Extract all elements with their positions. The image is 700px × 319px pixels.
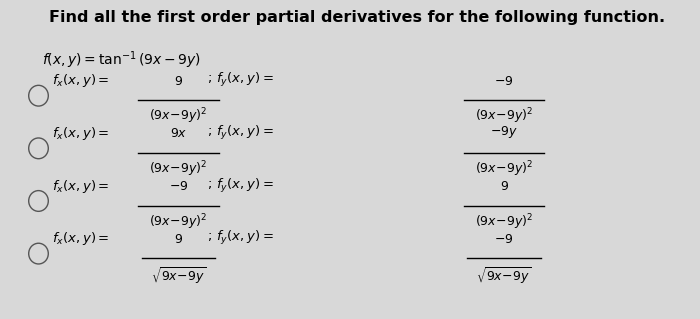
Text: $9$: $9$ [174,75,183,88]
Text: $f_x(x, y) =$: $f_x(x, y) =$ [52,125,110,142]
Text: $-9$: $-9$ [494,233,514,246]
Text: $-9$: $-9$ [169,180,188,193]
Text: $-9y$: $-9y$ [490,124,518,140]
Text: $;\, f_y(x, y) =$: $;\, f_y(x, y) =$ [206,124,273,142]
Text: $(9x\!-\!9y)^{2}$: $(9x\!-\!9y)^{2}$ [475,160,533,179]
Text: $(9x\!-\!9y)^{2}$: $(9x\!-\!9y)^{2}$ [149,212,208,232]
Text: $-9$: $-9$ [494,75,514,88]
Text: Find all the first order partial derivatives for the following function.: Find all the first order partial derivat… [49,10,665,25]
Text: $f_x(x, y) =$: $f_x(x, y) =$ [52,178,110,195]
Text: $(9x\!-\!9y)^{2}$: $(9x\!-\!9y)^{2}$ [149,160,208,179]
Text: $(9x\!-\!9y)^{2}$: $(9x\!-\!9y)^{2}$ [475,107,533,126]
Text: $f_x(x, y) =$: $f_x(x, y) =$ [52,230,110,247]
Text: $f(x, y) = \tan^{-1}(9x - 9y)$: $f(x, y) = \tan^{-1}(9x - 9y)$ [42,49,201,71]
Text: $;\, f_y(x, y) =$: $;\, f_y(x, y) =$ [206,177,273,195]
Text: $9$: $9$ [174,233,183,246]
Text: $9x$: $9x$ [170,127,187,140]
Text: $(9x\!-\!9y)^{2}$: $(9x\!-\!9y)^{2}$ [149,107,208,126]
Text: $;\, f_y(x, y) =$: $;\, f_y(x, y) =$ [206,229,273,247]
Text: $f_x(x, y) =$: $f_x(x, y) =$ [52,72,110,89]
Text: $\sqrt{9x\!-\!9y}$: $\sqrt{9x\!-\!9y}$ [150,265,206,286]
Text: $9$: $9$ [500,180,508,193]
Text: $(9x\!-\!9y)^{2}$: $(9x\!-\!9y)^{2}$ [475,212,533,232]
Text: $\sqrt{9x\!-\!9y}$: $\sqrt{9x\!-\!9y}$ [476,265,532,286]
Text: $;\, f_y(x, y) =$: $;\, f_y(x, y) =$ [206,71,273,89]
